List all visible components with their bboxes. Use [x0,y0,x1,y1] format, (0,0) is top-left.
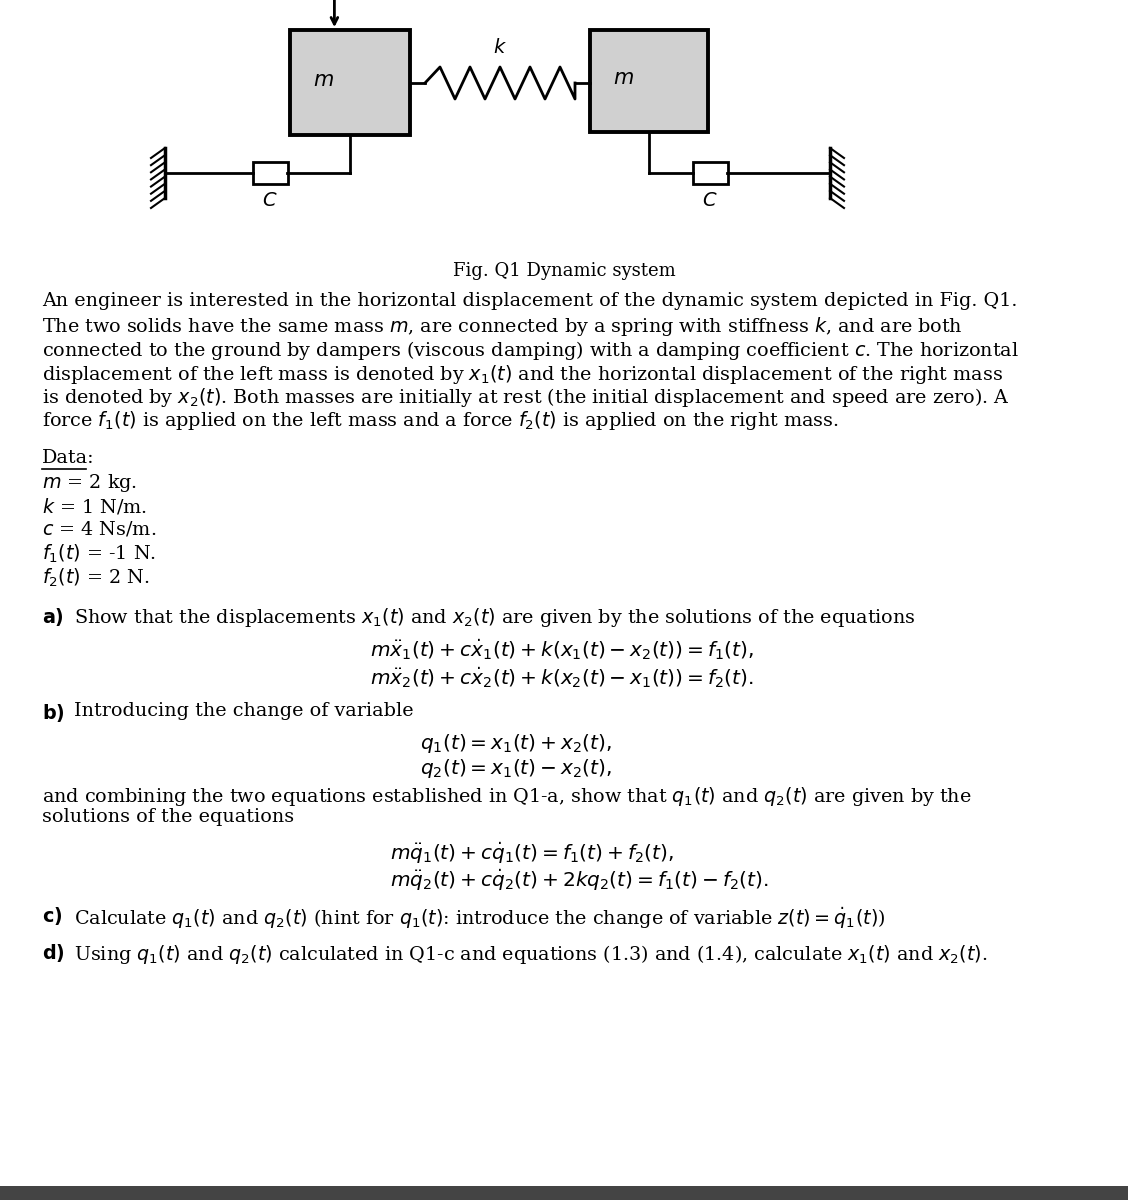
Bar [590,30,708,132]
Text: $m$: $m$ [314,71,334,90]
Text: solutions of the equations: solutions of the equations [42,809,294,827]
Text: $\mathbf{c)}$: $\mathbf{c)}$ [42,905,62,926]
Text: $\mathbf{b)}$: $\mathbf{b)}$ [42,702,64,725]
Text: $q_1(t) = x_1(t) + x_2(t),$: $q_1(t) = x_1(t) + x_2(t),$ [420,732,611,755]
Text: Introducing the change of variable: Introducing the change of variable [74,702,414,720]
Text: The two solids have the same mass $m$, are connected by a spring with stiffness : The two solids have the same mass $m$, a… [42,316,963,338]
Text: displacement of the left mass is denoted by $x_1(t)$ and the horizontal displace: displacement of the left mass is denoted… [42,362,1003,385]
Text: $m\ddot{x}_2(t) + c\dot{x}_2(t) + k(x_2(t) - x_1(t)) = f_2(t).$: $m\ddot{x}_2(t) + c\dot{x}_2(t) + k(x_2(… [370,665,754,690]
Bar [693,162,728,184]
Text: $m\ddot{q}_1(t) + c\dot{q}_1(t) = f_1(t) + f_2(t),$: $m\ddot{q}_1(t) + c\dot{q}_1(t) = f_1(t)… [390,840,673,865]
Text: Fig. Q1 Dynamic system: Fig. Q1 Dynamic system [452,262,676,280]
Text: force $f_1(t)$ is applied on the left mass and a force $f_2(t)$ is applied on th: force $f_1(t)$ is applied on the left ma… [42,409,838,432]
Bar [0,1186,1128,1200]
Text: and combining the two equations established in Q1-a, show that $q_1(t)$ and $q_2: and combining the two equations establis… [42,785,971,808]
Text: $k$: $k$ [493,38,506,56]
Text: $c$ = 4 Ns/m.: $c$ = 4 Ns/m. [42,520,157,539]
Text: is denoted by $x_2(t)$. Both masses are initially at rest (the initial displacem: is denoted by $x_2(t)$. Both masses are … [42,386,1010,409]
Text: $f_2(t)$ = 2 N.: $f_2(t)$ = 2 N. [42,566,150,589]
Bar [290,30,409,134]
Text: An engineer is interested in the horizontal displacement of the dynamic system d: An engineer is interested in the horizon… [42,292,1017,310]
Text: $C$: $C$ [262,192,277,210]
Bar [253,162,288,184]
Text: $m$ = 2 kg.: $m$ = 2 kg. [42,473,138,494]
Text: Data:: Data: [42,449,95,467]
Text: $m$: $m$ [613,70,634,89]
Text: Using $q_1(t)$ and $q_2(t)$ calculated in Q1-c and equations (1.3) and (1.4), ca: Using $q_1(t)$ and $q_2(t)$ calculated i… [74,942,987,966]
Text: Calculate $q_1(t)$ and $q_2(t)$ (hint for $q_1(t)$: introduce the change of vari: Calculate $q_1(t)$ and $q_2(t)$ (hint fo… [74,905,885,930]
Text: $C$: $C$ [703,192,717,210]
Text: $q_2(t) = x_1(t) - x_2(t),$: $q_2(t) = x_1(t) - x_2(t),$ [420,757,611,780]
Text: $m\ddot{x}_1(t) + c\dot{x}_1(t) + k(x_1(t) - x_2(t)) = f_1(t),$: $m\ddot{x}_1(t) + c\dot{x}_1(t) + k(x_1(… [370,637,754,662]
Text: $\mathbf{a)}$: $\mathbf{a)}$ [42,606,64,628]
Text: $\mathbf{d)}$: $\mathbf{d)}$ [42,942,64,965]
Text: $f_1(t)$ = -1 N.: $f_1(t)$ = -1 N. [42,542,156,565]
Text: $k$ = 1 N/m.: $k$ = 1 N/m. [42,496,147,516]
Text: $m\ddot{q}_2(t) + c\dot{q}_2(t) + 2kq_2(t) = f_1(t) - f_2(t).$: $m\ddot{q}_2(t) + c\dot{q}_2(t) + 2kq_2(… [390,868,768,893]
Text: connected to the ground by dampers (viscous damping) with a damping coefficient : connected to the ground by dampers (visc… [42,338,1019,362]
Text: Show that the displacements $x_1(t)$ and $x_2(t)$ are given by the solutions of : Show that the displacements $x_1(t)$ and… [74,606,916,629]
